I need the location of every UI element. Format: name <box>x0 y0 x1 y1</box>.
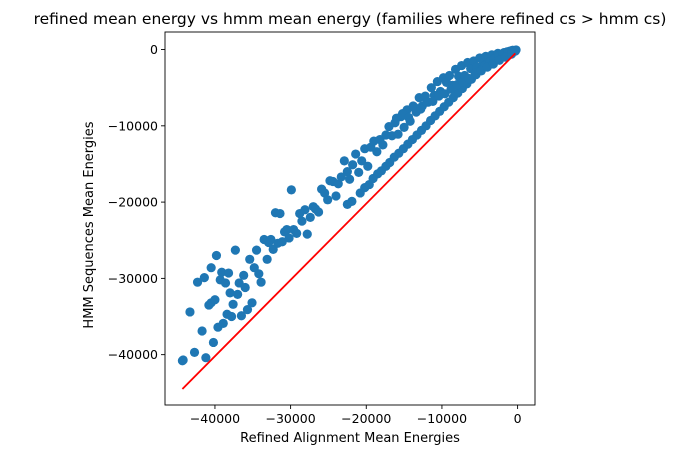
data-point <box>354 167 364 177</box>
data-point <box>228 299 238 309</box>
data-point <box>416 104 426 114</box>
data-point <box>239 270 249 280</box>
data-point <box>345 174 355 184</box>
x-tick-label: −20000 <box>341 411 391 426</box>
data-point <box>284 233 294 243</box>
data-point <box>314 207 324 217</box>
x-tick-label: 0 <box>514 411 522 426</box>
data-point <box>323 195 333 205</box>
y-tick-label: −20000 <box>108 195 158 210</box>
data-point <box>230 245 240 255</box>
axes-frame <box>164 31 536 406</box>
data-point <box>444 70 455 81</box>
x-axis-title: Refined Alignment Mean Energies <box>240 431 460 446</box>
data-point <box>262 254 272 264</box>
data-point <box>225 288 235 298</box>
data-point <box>197 326 207 336</box>
data-point <box>404 112 414 123</box>
data-point <box>275 208 285 219</box>
data-point <box>357 156 367 166</box>
data-point <box>211 250 222 261</box>
data-point <box>351 149 361 159</box>
y-tick-label: −10000 <box>108 118 158 133</box>
data-point <box>192 277 203 287</box>
data-point <box>199 273 209 283</box>
data-point <box>339 156 349 166</box>
plot-area: −40000 −30000 −20000 −10000 0 −40000 −30000 −20… <box>108 31 536 426</box>
data-point <box>266 234 276 245</box>
chart-title: refined mean energy vs hmm mean energy (… <box>34 10 667 28</box>
data-point <box>331 191 341 201</box>
data-point <box>282 224 292 235</box>
data-point <box>247 298 257 308</box>
data-point <box>210 295 220 305</box>
y-tick-label: −40000 <box>108 347 158 362</box>
data-point <box>220 278 231 288</box>
data-point <box>245 254 255 264</box>
data-point <box>277 237 287 247</box>
x-tick-label: −40000 <box>190 411 240 426</box>
data-point <box>305 212 315 222</box>
scatter-points <box>177 45 521 366</box>
data-point <box>254 269 264 279</box>
data-point <box>300 205 310 215</box>
y-axis-title: HMM Sequences Mean Energies <box>82 121 97 328</box>
data-point <box>363 161 373 171</box>
y-tick-label: 0 <box>150 42 158 57</box>
data-point <box>336 172 346 182</box>
data-point <box>320 188 330 198</box>
data-point <box>347 196 357 206</box>
data-point <box>251 245 262 255</box>
data-point <box>226 311 237 322</box>
data-point <box>240 282 250 293</box>
data-point <box>426 83 436 93</box>
data-point <box>393 129 403 139</box>
data-point <box>292 228 302 238</box>
data-point <box>236 311 247 321</box>
data-point <box>189 347 200 357</box>
data-point <box>510 46 520 56</box>
x-tick-label: −10000 <box>417 411 467 426</box>
x-tick-label: −30000 <box>265 411 315 426</box>
data-point <box>302 229 312 239</box>
data-point <box>208 337 219 348</box>
data-point <box>178 355 188 365</box>
data-point <box>233 289 243 299</box>
data-point <box>333 179 343 189</box>
data-point <box>217 267 227 277</box>
data-point <box>342 166 352 177</box>
data-point <box>286 185 296 195</box>
data-point <box>378 140 388 150</box>
y-tick-label: −30000 <box>108 271 158 286</box>
data-point <box>464 73 474 84</box>
data-point <box>201 353 211 363</box>
reference-line <box>181 52 516 390</box>
data-point <box>348 160 358 170</box>
data-point <box>428 96 438 107</box>
data-point <box>242 305 253 315</box>
data-point <box>399 122 409 132</box>
data-point <box>218 318 228 328</box>
data-point <box>256 277 266 287</box>
data-point <box>206 263 216 273</box>
data-point <box>185 307 195 317</box>
data-point <box>223 268 234 278</box>
data-point <box>297 216 307 226</box>
data-point <box>372 147 382 157</box>
